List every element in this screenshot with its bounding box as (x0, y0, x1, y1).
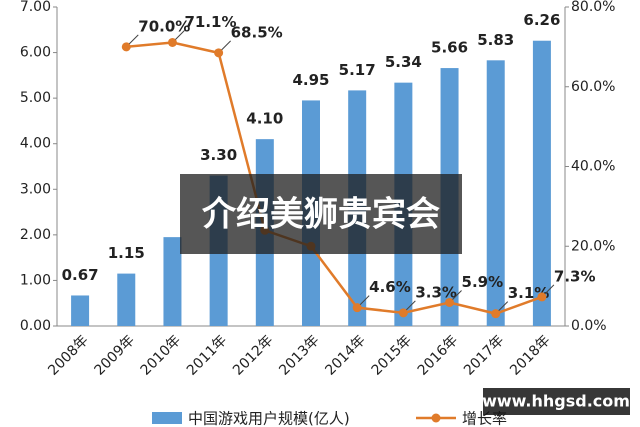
x-tick-label: 2011年 (184, 332, 230, 378)
value-label: 68.5% (231, 23, 283, 41)
y2-tick-label: 80.0% (571, 0, 615, 15)
x-tick-label: 2012年 (230, 332, 276, 378)
label-leader (128, 34, 139, 45)
value-label: 5.9% (462, 273, 504, 291)
value-label: 3.30 (200, 146, 237, 164)
legend-label: 中国游戏用户规模(亿人) (188, 410, 350, 427)
watermark: www.hhgsd.com (482, 392, 630, 411)
value-label: 71.1% (184, 13, 236, 31)
x-tick-label: 2017年 (461, 332, 507, 378)
value-label: 5.83 (477, 31, 514, 49)
value-label: 4.95 (292, 71, 329, 89)
label-leader (498, 301, 509, 311)
legend-swatch (431, 413, 441, 423)
label-leader (359, 295, 370, 306)
line-marker (491, 309, 501, 319)
y-tick-label: 6.00 (20, 45, 51, 61)
x-tick-label: 2009年 (92, 332, 138, 378)
x-tick-label: 2016年 (415, 332, 461, 378)
label-leader (175, 30, 185, 40)
x-tick-label: 2014年 (322, 332, 368, 378)
label-leader (544, 284, 555, 295)
x-tick-label: 2015年 (369, 332, 415, 378)
bar (117, 273, 136, 326)
line-marker (445, 297, 455, 307)
value-label: 5.34 (385, 53, 422, 71)
y-tick-label: 2.00 (20, 227, 51, 243)
value-label: 5.66 (431, 39, 468, 57)
y-tick-label: 4.00 (20, 136, 51, 152)
x-tick-label: 2008年 (45, 332, 91, 378)
line-marker (352, 303, 362, 313)
value-label: 5.17 (339, 61, 376, 79)
value-label: 4.6% (369, 278, 411, 296)
watermark-bg (483, 388, 630, 415)
value-label: 6.26 (523, 11, 560, 29)
y2-tick-label: 0.0% (571, 318, 607, 334)
line-marker (167, 37, 177, 47)
x-tick-label: 2010年 (138, 332, 184, 378)
y2-tick-label: 60.0% (571, 79, 615, 95)
y2-tick-label: 40.0% (571, 159, 615, 175)
label-leader (452, 290, 462, 300)
line-marker (121, 42, 131, 52)
value-label: 3.3% (415, 283, 457, 301)
bar (486, 60, 505, 326)
bar (532, 40, 551, 326)
bar (163, 237, 182, 326)
label-leader (221, 40, 231, 51)
value-label: 7.3% (554, 267, 596, 285)
growth-line (126, 41, 543, 315)
value-label: 70.0% (138, 17, 190, 35)
label-leader (406, 300, 416, 311)
y-tick-label: 3.00 (20, 181, 51, 197)
x-tick-label: 2018年 (507, 332, 553, 378)
value-label: 0.67 (62, 266, 99, 284)
value-label: 4.10 (246, 110, 283, 128)
y-tick-label: 7.00 (20, 0, 51, 15)
line-marker (214, 48, 224, 58)
legend-swatch (152, 412, 182, 424)
banner-bg (180, 174, 462, 254)
y-tick-label: 0.00 (20, 318, 51, 334)
line-marker (537, 292, 547, 302)
y-tick-label: 1.00 (20, 272, 51, 288)
y2-tick-label: 20.0% (571, 238, 615, 254)
bar (71, 295, 90, 326)
value-label: 1.15 (108, 244, 145, 262)
line-marker (398, 308, 408, 318)
x-tick-label: 2013年 (276, 332, 322, 378)
y-tick-label: 5.00 (20, 90, 51, 106)
banner: 介绍美狮贵宾会 (202, 195, 440, 235)
